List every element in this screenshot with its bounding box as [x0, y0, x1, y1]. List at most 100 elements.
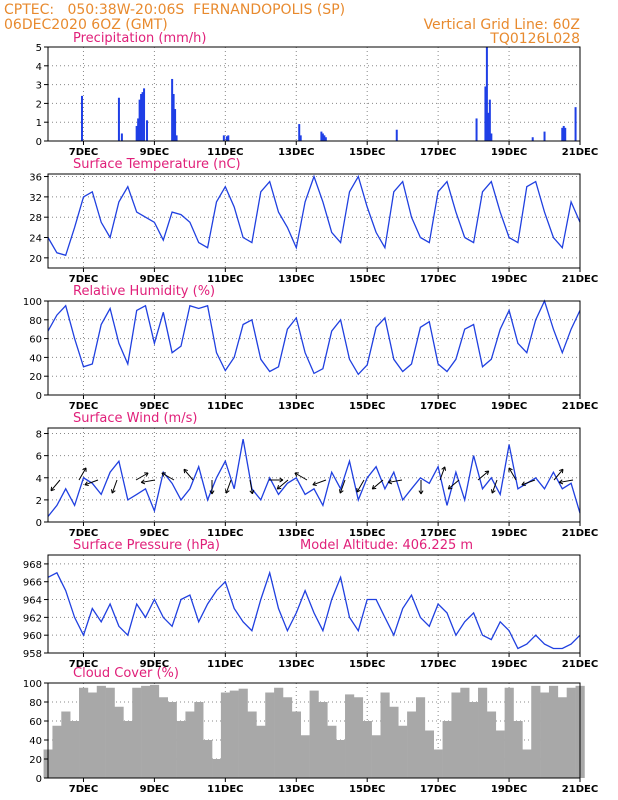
cloud-bar — [70, 721, 80, 778]
x-tick-label: 21DEC — [562, 528, 598, 539]
x-tick-label: 11DEC — [207, 274, 243, 285]
y-tick-label: 100 — [23, 297, 42, 308]
x-tick-label: 19DEC — [491, 401, 527, 412]
y-tick-label: 36 — [29, 173, 42, 184]
cloud-bar — [513, 721, 523, 778]
precip-bar — [562, 125, 565, 141]
y-tick-label: 32 — [29, 193, 42, 204]
cloud-bar — [247, 711, 257, 778]
cloud-bar — [256, 725, 266, 778]
precip-bar — [485, 47, 488, 141]
wind-arrow-head — [276, 485, 282, 490]
series-line — [47, 570, 581, 650]
series-line — [47, 438, 581, 517]
cloud-bar — [105, 687, 115, 778]
humidity-panel: 0 20 40 60 80 100 7DEC 9DEC 11DEC 13DEC 15DEC 17DEC… — [23, 284, 598, 412]
panel-title: Surface Pressure (hPa) — [73, 538, 220, 553]
precip-bar — [227, 135, 230, 141]
wind-arrow-head — [312, 481, 317, 487]
y-tick-label: 4 — [36, 62, 42, 73]
x-tick-label: 15DEC — [349, 784, 385, 795]
grid — [48, 300, 581, 396]
y-tick-label: 20 — [29, 755, 42, 766]
wind-arrow — [276, 479, 289, 490]
cloud-bar — [557, 697, 567, 778]
cloud-bar — [123, 721, 133, 778]
y-tick-label: 20 — [29, 372, 42, 383]
x-tick-label: 17DEC — [420, 274, 456, 285]
cloud-bar — [52, 725, 62, 778]
y-tick-label: 8 — [36, 430, 42, 441]
cloud-bar — [61, 711, 71, 778]
panel-title: Surface Temperature (nC) — [73, 157, 241, 172]
x-tick-label: 15DEC — [349, 147, 385, 158]
cloud-bar — [407, 711, 417, 778]
x-tick-label: 15DEC — [349, 401, 385, 412]
wind-arrow — [371, 479, 384, 490]
x-tick-label: 21DEC — [562, 659, 598, 670]
wind-arrow-head — [249, 489, 255, 495]
plot-frame — [47, 46, 581, 142]
wind-arrow — [339, 479, 346, 494]
wind-arrow-head — [371, 485, 377, 490]
panel-title: Surface Wind (m/s) — [73, 411, 197, 426]
precip-bar — [138, 99, 141, 141]
precip-bar — [298, 124, 301, 141]
x-tick-label: 9DEC — [140, 528, 169, 539]
cloud-bar — [362, 721, 372, 778]
x-tick-label: 19DEC — [491, 147, 527, 158]
y-tick-label: 6 — [36, 452, 42, 463]
cloud-bar — [336, 740, 346, 778]
x-tick-label: 21DEC — [562, 274, 598, 285]
cloud-bar — [300, 735, 310, 778]
cloud-bar — [380, 692, 390, 778]
cloud-bar — [451, 692, 461, 778]
wind-arrow — [508, 467, 517, 481]
y-tick-label: 60 — [29, 717, 42, 728]
cloud-bar — [194, 702, 204, 778]
precip-bar — [171, 78, 174, 141]
precip-bar — [320, 131, 323, 141]
precip-bar — [225, 136, 228, 141]
y-tick-label: 962 — [23, 613, 42, 624]
wind-arrow-head — [140, 479, 146, 485]
wind-arrow — [183, 468, 194, 481]
cloud-bar — [371, 735, 381, 778]
wind-arrow — [111, 479, 118, 494]
x-tick-label: 7DEC — [69, 274, 98, 285]
wind-arrow-head — [387, 479, 393, 485]
wind-arrow-head — [82, 467, 87, 472]
cloud-bar — [318, 702, 328, 778]
precip-bar — [175, 135, 178, 141]
x-tick-label: 17DEC — [420, 784, 456, 795]
cloud-bar — [531, 685, 541, 778]
precip-bar — [299, 135, 302, 141]
wind-arrow — [553, 468, 564, 481]
precip-bar — [141, 92, 144, 141]
wind-arrow-head — [110, 489, 116, 494]
wind-arrow-head — [521, 481, 526, 487]
x-tick-label: 11DEC — [207, 147, 243, 158]
y-tick-label: 0 — [36, 137, 42, 148]
wind-arrow — [141, 479, 156, 483]
cloud-bar — [149, 684, 160, 778]
x-tick-label: 13DEC — [278, 401, 314, 412]
model-code-header: TQ0126L028 — [489, 31, 580, 47]
wind-arrow — [521, 479, 536, 486]
wind-arrow — [559, 479, 574, 483]
cloud-bar — [158, 697, 168, 778]
x-tick-label: 9DEC — [140, 274, 169, 285]
precip-bar — [120, 133, 123, 141]
x-tick-label: 7DEC — [69, 401, 98, 412]
wind-arrow — [491, 479, 498, 494]
precip-bar — [475, 118, 478, 141]
precip-bar — [143, 88, 146, 141]
cloud-bar — [469, 702, 479, 778]
x-tick-label: 9DEC — [140, 401, 169, 412]
x-tick-label: 21DEC — [562, 401, 598, 412]
x-tick-label: 9DEC — [140, 784, 169, 795]
x-tick-label: 13DEC — [278, 147, 314, 158]
cloud-bar — [238, 688, 248, 778]
y-tick-label: 28 — [29, 213, 42, 224]
wind-arrow — [439, 466, 446, 481]
